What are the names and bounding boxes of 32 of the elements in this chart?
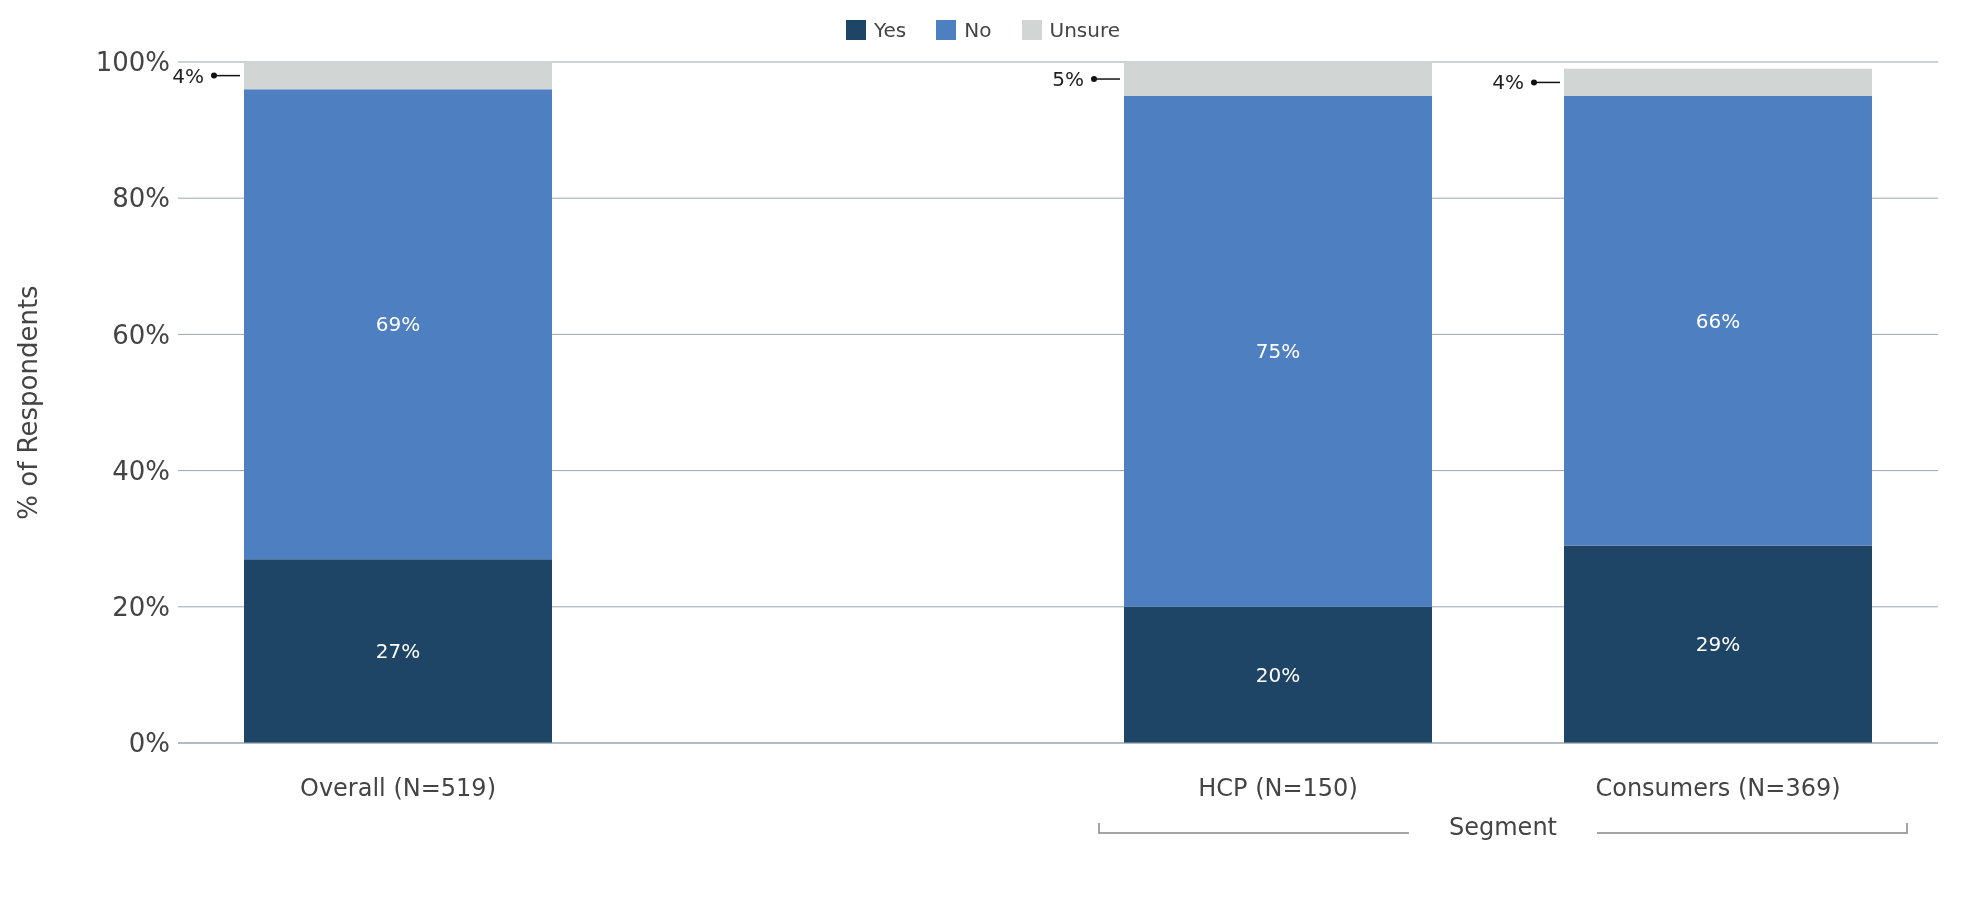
- data-label: 20%: [1255, 662, 1301, 687]
- bar: [1124, 62, 1432, 97]
- text: Segment: [1409, 813, 1597, 841]
- data-label: 4%: [1492, 70, 1524, 95]
- bar: [244, 62, 552, 90]
- legend-label: Yes: [874, 18, 907, 42]
- bar: [1564, 96, 1872, 546]
- data-label: 27%: [375, 639, 421, 664]
- bar: [1124, 96, 1432, 607]
- y-tick-label: 40%: [112, 455, 170, 486]
- bar: [244, 559, 552, 743]
- y-axis-title: % of Respondents: [13, 285, 44, 520]
- legend-label: Unsure: [1049, 18, 1120, 42]
- data-label: 29%: [1695, 632, 1741, 657]
- data-label: 66%: [1695, 308, 1741, 333]
- y-tick-label: 80%: [112, 183, 170, 214]
- bar: [1564, 545, 1872, 743]
- legend-label: No: [964, 18, 992, 42]
- y-tick-label: 100%: [95, 47, 170, 78]
- bar: [1564, 68, 1872, 97]
- bar: [1124, 606, 1432, 743]
- data-label: 4%: [172, 63, 204, 88]
- y-tick-label: 0%: [128, 728, 170, 759]
- data-label: 75%: [1255, 339, 1301, 364]
- bar: [244, 89, 552, 560]
- data-label: 69%: [375, 312, 421, 337]
- x-tick-label: HCP (N=150): [1198, 774, 1358, 803]
- x-tick-label: Consumers (N=369): [1595, 774, 1841, 803]
- x-tick-label: Overall (N=519): [300, 774, 496, 803]
- data-label: 5%: [1052, 67, 1084, 92]
- y-tick-label: 60%: [112, 319, 170, 350]
- y-tick-label: 20%: [112, 592, 170, 623]
